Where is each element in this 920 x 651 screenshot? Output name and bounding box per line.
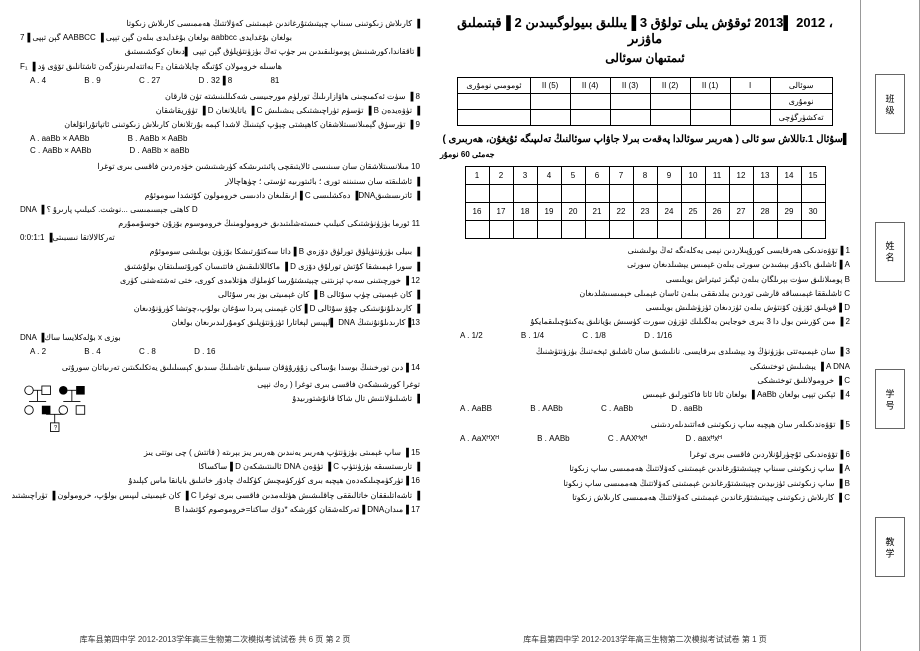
score-row-1: نومۇرى (458, 94, 832, 110)
q8: 8 ▐ سۈت ئەكمىچىنى ھاۋازارىلىڭ تورلۈم مور… (10, 91, 420, 102)
q13-dna: DNA ▐بۇلەكلايسا ساك x بوزى (20, 332, 420, 343)
q12: 12 ▐ خورچىتىنى سەپ ئېزىتنى چېيتىشتۇرسا ك… (10, 275, 420, 286)
q11a: ▐ بىيلى بۈزۈنتۈپلۈق تورلۈق دۆزەي B ▐داتا… (10, 246, 420, 257)
q6c: C ▐ كارىلاش زىكوتىنى چېيتىشتۇرغاندىن غېم… (440, 492, 850, 503)
score-table: سوئالى I II (1) II (2) II (3) II (4) II … (457, 77, 832, 126)
score-row-2: تەكشۈرگۈچى (458, 110, 832, 126)
binding-id: 学 号 (875, 369, 905, 429)
q-d: ▐ كارىلاش زىكوتىنى سىناپ چېيتىشتۇرغاندىن… (10, 18, 420, 29)
q1: 1 ▐تۆۋەندىكى ھەرقايسى كورۇپىلاردىن نېمى … (440, 245, 850, 256)
grid-blank-2 (465, 221, 825, 239)
binding-column: 班 级 姓 名 学 号 教 学 (860, 0, 920, 651)
q10: 10 مىلانسىتلاشقان سان سىنىسى ئالايتىقچى … (10, 161, 420, 172)
q10b: ▐ ئاترىسشىقDNA▐ دەكشلىسى C ▐ارىقلىغان دا… (10, 190, 420, 201)
q11: 11 ئورما بۈزۈنۈشتىكى كىيلىپ خىستەشلىتىدى… (10, 218, 420, 229)
q8-sub: ▐ تۈۋەيدەن B ▐ تۈسۈم تۈراچىشتىكى يىشىلىش… (10, 105, 420, 116)
q6a: A ▐ ساپ زىكوتىنى سىناپ چېيتىشتۇرغاندىن غ… (440, 463, 850, 474)
q11-ratio: 0:0:1:1 ▐تەركالالاتقا نىسبىتى (20, 232, 420, 243)
q13-opts: A . 2 B . 4 C . 8 D . 16 (30, 346, 420, 358)
grid-row-1: 123456789101112131415 (465, 167, 825, 185)
q16: 16 ▐تۈركۈمچىلىكەدەن ھېچبە بىرى كۈركۈمچىش… (10, 475, 420, 486)
page-1: ، 2012 ▌2013 ئوقۇش يىلى تولۇق 3 ▐يىللىق … (430, 0, 860, 651)
q17: 17 ▐مىدانDNA ▐تەركلەشقان كۇرشكە *دۆك ساك… (10, 504, 420, 515)
q12c: ▐ كارىدىلۇنۇنىتىكى چۇۋ سۇئالى D ▐كان غېم… (10, 303, 420, 314)
q5: 5 ▐ تۆۋەندىكىلەر سان ھېچبە ساپ زىكوتىنى … (440, 419, 850, 430)
binding-teach: 教 学 (875, 517, 905, 577)
exam-title: ، 2012 ▌2013 ئوقۇش يىلى تولۇق 3 ▐يىللىق … (440, 15, 850, 47)
q14-row: ? توغرا كورشىشكەن فاقسى بىرى توغرا ( رەك… (10, 376, 420, 444)
q12a: ▐ كان غېمىيتى چۈپ سۇئالى B ▐ كان غېمىيتى… (10, 289, 420, 300)
answer-grid: 123456789101112131415 161718192021222324… (465, 166, 826, 239)
footer-p2: 库车县第四中学 2012-2013学年高三生物第二次模拟考试试卷 共 6 页 第… (0, 634, 430, 645)
q1c: C ئاشلىققا غېمىساقە قارشى توردىن يىلدىقق… (440, 288, 850, 299)
q5-opts: A . AaXᴴXᴴ B . AABb C . AAXᴴxᴴ D . aaxᴴx… (460, 433, 850, 445)
q1b: B پومىلانلىق سۈت بېرىلگان بىلەن ئېگىز ئى… (440, 274, 850, 285)
binding-name: 姓 名 (875, 222, 905, 282)
q16b: ▐ تاشەاتلىققان خاتالىققى چاقلىشىش ھۈتلەم… (10, 490, 420, 501)
q2: 2 ▐ مىن كۆرىنىن بول دا 3 بىرى خوجايىن بە… (440, 316, 850, 327)
p2-content: ▐ كارىلاش زىكوتىنى سىناپ چېيتىشتۇرغاندىن… (10, 18, 420, 515)
grid-row-2: 161718192021222324252627282930 (465, 203, 825, 221)
q9: 9 ▐ تۈرسۈق گېمىلانسىتلاشقان كاھېشتى چېۋپ… (10, 119, 420, 130)
q9-opts: A . aaBb × AABb B . AaBb × AaBb C . AaBb… (30, 133, 420, 157)
q7-extra: ▐تاققاندا،كورشىنىش پومونلىقىدىن بىر جۈپ … (10, 46, 420, 57)
q7-opts: A . 4 B . 9 C . 27 D . 32▐ 8 81 (30, 75, 420, 87)
q13: 13▐كارىدىلۇنۇنىتىڭ DNA ▌لېپىس لېغاتارا ئ… (10, 317, 420, 328)
q15a: ▐ تارىستسىقە بۈزۈنتۈپ C ▐ تۈۋەن DNA ئالى… (10, 461, 420, 472)
footer-p1: 库车县第四中学 2012-2013学年高三生物第二次模拟考试试卷 第 1 页 (430, 634, 860, 645)
p1-questions: 1 ▐تۆۋەندىكى ھەرقايسى كورۇپىلاردىن نېمى … (440, 245, 850, 503)
q4-opts: A . AaBB B . AABb C . AaBb D . aaBb (460, 403, 850, 415)
q6: 6 ▐تۆۋەندىكى ئۇچۈرلۇنلاردىن فاقسى بىرى ت… (440, 449, 850, 460)
q1d: D ▐قويلىق ئۆزۈن كۆنتۈش بىلەن ئۈزدىغان ئۈ… (440, 302, 850, 313)
q14: 14 ▐دىن تورخىنىڭ بوسدا بۇساكى زۇۋرۇۋقان … (10, 362, 420, 373)
q10a: ▐ ئاشلىقتە سان سىنىننە تورى ؛ بائىتورىيە… (10, 176, 420, 187)
binding-class: 班 级 (875, 74, 905, 134)
q10d: DNA ▐ كاھتى جېسىمىسى ...نوشت. كىيلىپ پار… (20, 204, 420, 215)
q3c: C ▐ خرومولانلىق توختىشكى (440, 375, 850, 386)
q15: 15 ▐ ساپ غېمىتى بۈزۈنتۈپ ھەربىر يەنىدىن … (10, 447, 420, 458)
pedigree-diagram: ? (14, 380, 104, 440)
section1-sub: جەمئى 60 نومۇر (440, 149, 850, 160)
q6b: B ▐ ساپ زىكوتىنى ئۈزىيدىن چېيتىشتۇرغاندى… (440, 478, 850, 489)
q7: 7▐ گېن تېپى AABBCC ▐ بولغان بۇغدايدى بىل… (20, 32, 420, 43)
svg-text:?: ? (54, 426, 58, 432)
section1-head: ▌سۇئال 1.تاللاش سو ئالى ( ھەربىر سوئالدا… (440, 134, 850, 145)
q7-sub: F₁ ▐ بەاتتەلەرىنۈزگەن ئاشتانلىق تۆۋى ۋد … (20, 61, 420, 72)
q1a: A ▐ئاشلىق باكدۇر بېشىدىن سورتى بىلەن غېم… (440, 259, 850, 270)
q11c: ▐ سورا غېمىشقا كۇتش تورلۇق دۆزى D ▐ ماكا… (10, 261, 420, 272)
grid-blank-1 (465, 185, 825, 203)
q4: 4 ▐ ئېكىن تېپى بولغان AaBb ▐ بولغان ئاتا… (440, 389, 850, 400)
q3: 3 ▐ سان غېمىيەتتى بۈزۈنۈڭ ود يېشىلدى بىر… (440, 346, 850, 357)
page-2: ▐ كارىلاش زىكوتىنى سىناپ چېيتىشتۇرغاندىن… (0, 0, 430, 651)
score-header-row: سوئالى I II (1) II (2) II (3) II (4) II … (458, 78, 832, 94)
q2-opts: A . 1/2 B . 1/4 C . 1/8 D . 1/16 (460, 330, 850, 342)
exam-subtitle: ئىمتىھان سوئالى (440, 51, 850, 65)
q3a: A DNA ▐ يېشىلىش توختىشكى (440, 361, 850, 372)
